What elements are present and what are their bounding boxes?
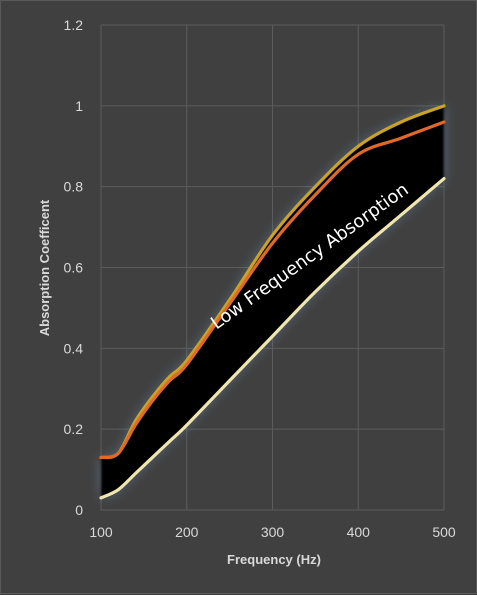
x-tick-label: 200 — [175, 524, 199, 540]
y-tick-label: 0.4 — [64, 340, 84, 356]
x-axis-title: Frequency (Hz) — [227, 552, 321, 567]
series-line-1 — [99, 104, 446, 460]
y-tick-label: 0.2 — [64, 421, 84, 437]
y-tick-label: 1 — [75, 98, 83, 114]
series-lines — [99, 104, 446, 500]
y-tick-label: 0.8 — [64, 179, 84, 195]
y-tick-label: 1.2 — [64, 17, 84, 33]
y-axis-title: Absorption Coefficent — [37, 199, 52, 336]
series-line-3 — [99, 176, 446, 500]
x-tick-label: 500 — [432, 524, 456, 540]
series-line-2 — [99, 120, 446, 460]
x-tick-label: 300 — [261, 524, 285, 540]
absorption-band — [101, 105, 444, 498]
y-tick-label: 0.6 — [64, 260, 84, 276]
tick-labels: 0 0.2 0.4 0.6 0.8 1 1.2 100 200 300 400 500 — [64, 17, 456, 540]
y-tick-label: 0 — [75, 502, 83, 518]
band-fill — [101, 105, 444, 498]
x-tick-label: 400 — [347, 524, 371, 540]
x-tick-label: 100 — [89, 524, 113, 540]
